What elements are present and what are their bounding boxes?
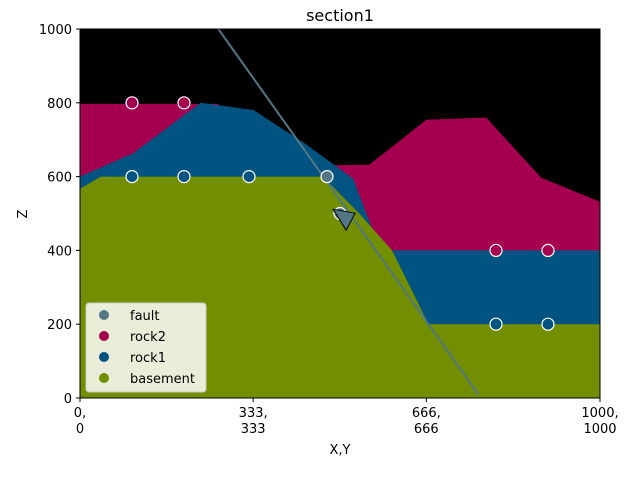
y-axis-label: Z [16,209,31,218]
point-rock2 [177,96,191,110]
point-rock2 [125,96,139,110]
x-tick-label-line2: 0 [76,422,84,437]
plot-frame [79,28,601,399]
legend-box [85,302,207,393]
point-rock1 [177,170,191,184]
legend-label-fault: fault [130,309,160,324]
x-tick-label-line2: 333 [241,422,266,437]
legend-marker-fault [99,310,109,320]
x-tick-label: 1000, [581,406,618,421]
x-tick-label-line2: 1000 [583,422,616,437]
unit-basement [80,176,600,398]
legend-label-basement: basement [130,372,195,387]
legend-label-rock1: rock1 [130,351,166,366]
legend-marker-basement [99,373,109,383]
point-rock2 [489,243,503,257]
chart-title: section1 [306,6,374,25]
x-tick-label: 666, [412,406,441,421]
x-tick-label: 0, [74,406,86,421]
point-rock1 [489,317,503,331]
point-fault [320,170,334,184]
y-tick-label: 600 [47,171,72,186]
y-tick-label: 800 [47,97,72,112]
y-tick-label: 0 [64,392,72,407]
x-tick-label: 333, [239,406,268,421]
y-tick-label: 1000 [39,23,72,38]
legend-label-rock2: rock2 [130,330,166,345]
legend-marker-rock2 [99,331,109,341]
point-rock1 [125,170,139,184]
fault-orientation-marker [332,208,356,232]
point-rock1 [242,170,256,184]
point-rock2 [541,243,555,257]
plot-area [79,28,601,399]
x-axis-label: X,Y [330,443,351,458]
x-axis: 0,0 333,333 666,666 1000,1000 [74,398,619,437]
legend: fault rock2 rock1 basement [85,302,207,393]
y-tick-label: 200 [47,318,72,333]
point-rock1 [541,317,555,331]
x-tick-label-line2: 666 [414,422,439,437]
y-axis: 0 200 400 600 800 1000 [39,23,80,407]
legend-marker-rock1 [99,352,109,362]
y-tick-label: 400 [47,244,72,259]
